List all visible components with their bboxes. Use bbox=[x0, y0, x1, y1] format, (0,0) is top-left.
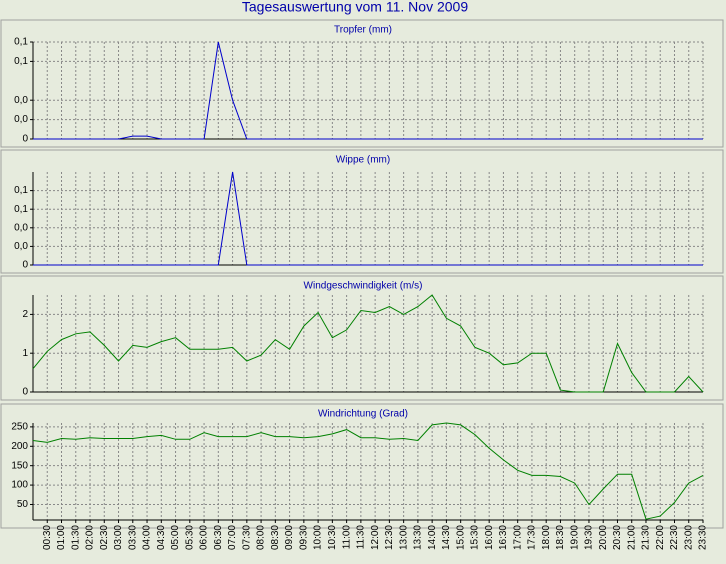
x-tick-label: 08:00 bbox=[256, 525, 267, 550]
x-tick-label: 18:30 bbox=[555, 525, 566, 550]
x-tick-label: 03:00 bbox=[113, 525, 124, 550]
x-tick-label: 07:30 bbox=[241, 525, 252, 550]
x-tick-label: 08:30 bbox=[270, 525, 281, 550]
data-line bbox=[32, 294, 704, 393]
x-tick-label: 23:30 bbox=[698, 525, 709, 550]
panel-title: Windgeschwindigkeit (m/s) bbox=[304, 281, 423, 292]
y-tick-label: 0,1 bbox=[14, 37, 28, 48]
y-tick-label: 0,0 bbox=[14, 241, 28, 252]
panel-frame bbox=[0, 403, 724, 529]
x-tick-label: 20:30 bbox=[612, 525, 623, 550]
x-tick-label: 21:00 bbox=[626, 525, 637, 550]
x-tick-label: 18:00 bbox=[541, 525, 552, 550]
x-tick-label: 23:00 bbox=[683, 525, 694, 550]
y-tick-label: 200 bbox=[11, 441, 28, 452]
y-tick-label: 2 bbox=[22, 309, 28, 320]
y-tick-label: 1 bbox=[22, 348, 28, 359]
x-tick-label: 14:00 bbox=[427, 525, 438, 550]
x-tick-label: 17:00 bbox=[512, 525, 523, 550]
y-tick-label: 0,0 bbox=[14, 114, 28, 125]
x-tick-label: 12:00 bbox=[370, 525, 381, 550]
x-tick-label: 22:00 bbox=[655, 525, 666, 550]
x-tick-label: 05:00 bbox=[170, 525, 181, 550]
y-tick-label: 50 bbox=[17, 499, 29, 510]
y-tick-label: 0,1 bbox=[14, 204, 28, 215]
x-tick-label: 11:30 bbox=[356, 525, 367, 550]
y-tick-label: 0,1 bbox=[14, 185, 28, 196]
x-tick-label: 02:30 bbox=[99, 525, 110, 550]
y-tick-label: 0,0 bbox=[14, 95, 28, 106]
x-tick-label: 06:30 bbox=[213, 525, 224, 550]
y-tick-label: 0 bbox=[22, 260, 28, 271]
x-tick-label: 16:30 bbox=[498, 525, 509, 550]
data-line bbox=[32, 422, 704, 520]
x-tick-label: 01:30 bbox=[70, 525, 81, 550]
x-tick-label: 04:00 bbox=[142, 525, 153, 550]
panel-frame bbox=[0, 275, 724, 401]
x-tick-label: 01:00 bbox=[56, 525, 67, 550]
x-tick-label: 19:00 bbox=[569, 525, 580, 550]
page-title: Tagesauswertung vom 11. Nov 2009 bbox=[242, 0, 468, 15]
x-tick-label: 15:00 bbox=[455, 525, 466, 550]
panel-title: Windrichtung (Grad) bbox=[318, 409, 408, 420]
y-tick-label: 0 bbox=[22, 134, 28, 145]
x-tick-label: 02:00 bbox=[85, 525, 96, 550]
data-line bbox=[33, 171, 703, 266]
y-tick-label: 150 bbox=[11, 460, 28, 471]
x-tick-label: 17:30 bbox=[527, 525, 538, 550]
x-tick-label: 09:00 bbox=[284, 525, 295, 550]
x-tick-label: 14:30 bbox=[441, 525, 452, 550]
x-tick-label: 04:30 bbox=[156, 525, 167, 550]
x-tick-label: 20:00 bbox=[598, 525, 609, 550]
x-tick-label: 11:00 bbox=[341, 525, 352, 550]
x-tick-label: 13:30 bbox=[413, 525, 424, 550]
x-tick-label: 13:00 bbox=[398, 525, 409, 550]
y-tick-label: 0,1 bbox=[14, 56, 28, 67]
data-line bbox=[33, 41, 703, 140]
panel-title: Tropfer (mm) bbox=[334, 25, 392, 36]
panel-frame bbox=[0, 149, 724, 274]
x-tick-label: 21:30 bbox=[641, 525, 652, 550]
x-tick-label: 06:00 bbox=[199, 525, 210, 550]
x-tick-label: 19:30 bbox=[584, 525, 595, 550]
x-tick-label: 00:30 bbox=[42, 525, 53, 550]
x-tick-label: 12:30 bbox=[384, 525, 395, 550]
x-tick-label: 10:30 bbox=[327, 525, 338, 550]
panel-title: Wippe (mm) bbox=[336, 155, 390, 166]
panel-frame bbox=[0, 19, 724, 148]
y-tick-label: 100 bbox=[11, 480, 28, 491]
x-tick-label: 03:30 bbox=[127, 525, 138, 550]
x-tick-label: 22:30 bbox=[669, 525, 680, 550]
x-tick-label: 16:00 bbox=[484, 525, 495, 550]
x-tick-label: 10:00 bbox=[313, 525, 324, 550]
y-tick-label: 0,0 bbox=[14, 222, 28, 233]
y-tick-label: 250 bbox=[11, 422, 28, 433]
x-tick-label: 09:30 bbox=[298, 525, 309, 550]
y-tick-label: 0 bbox=[22, 387, 28, 398]
x-tick-label: 07:00 bbox=[227, 525, 238, 550]
x-tick-label: 15:30 bbox=[470, 525, 481, 550]
x-tick-label: 05:30 bbox=[184, 525, 195, 550]
